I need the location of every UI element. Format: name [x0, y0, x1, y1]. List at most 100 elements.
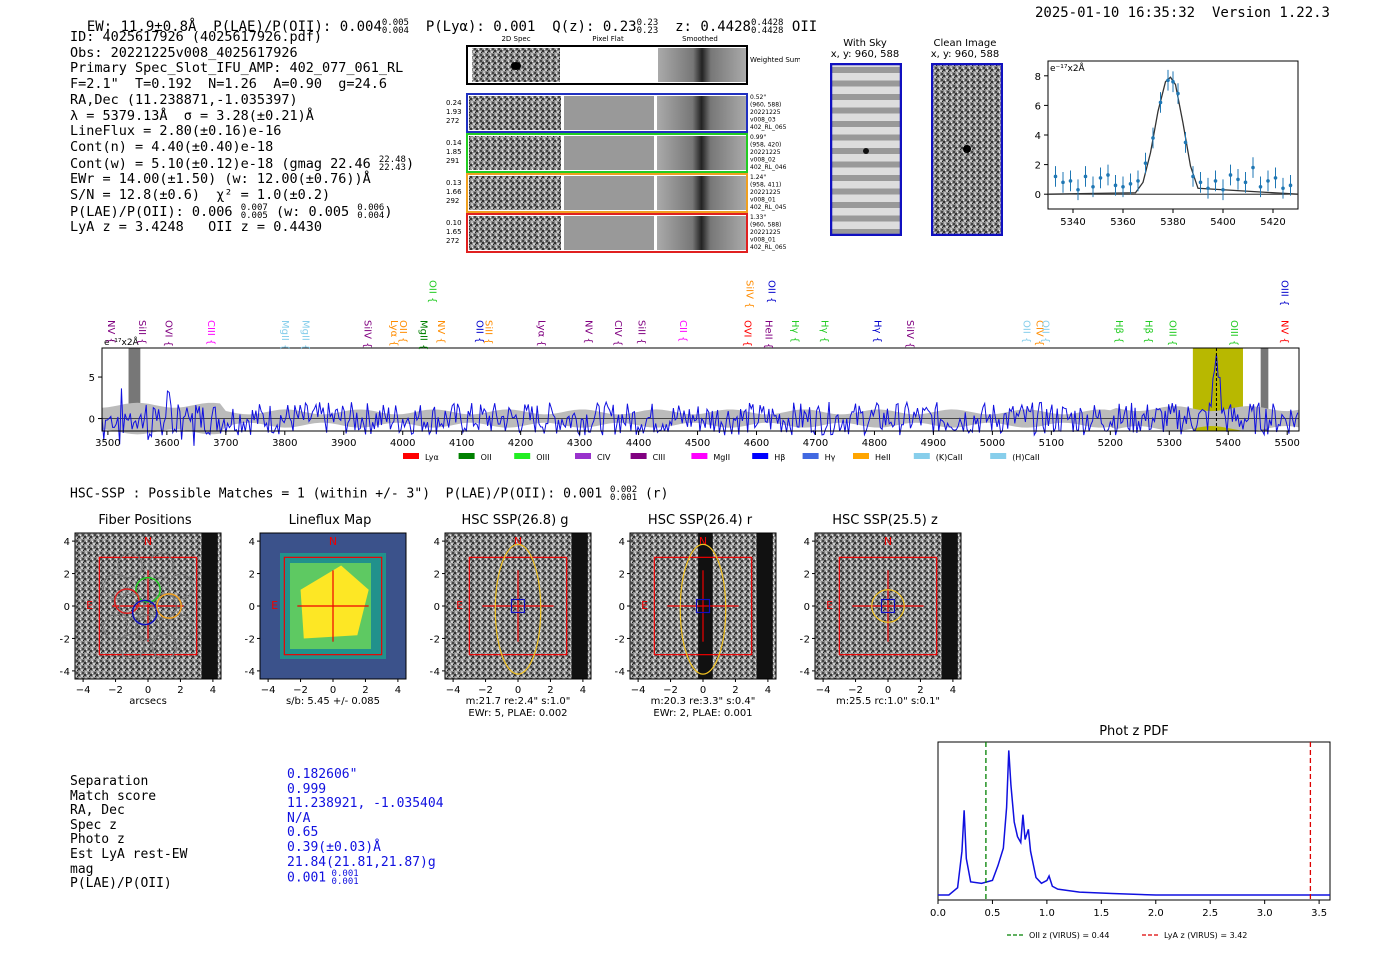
spectrum-line-label-text: CII {: [677, 320, 688, 342]
photz-frame: [937, 741, 1331, 901]
panel-ytick-label: 0: [64, 602, 70, 613]
spectrum-xtick-label: 3800: [272, 438, 297, 449]
fit-data-point: [1098, 176, 1103, 180]
cutout-flat: [564, 136, 654, 170]
info-sn: S/N = 12.8(±0.6) χ² = 1.0(±0.2): [70, 187, 331, 204]
panel-xtick-label: 0: [145, 685, 151, 696]
cutout-left-3: 292: [446, 197, 459, 205]
info-primary: Primary Spec_Slot_IFU_AMP: 402_077_061_R…: [70, 60, 404, 77]
aperture-box: [283, 556, 383, 656]
cutout-right-2: (960, 588): [750, 102, 781, 109]
spectrum-xtick-label: 4900: [921, 438, 946, 449]
timestamp-version: 2025-01-10 16:35:32 Version 1.22.3: [1035, 5, 1330, 21]
panel-xtick-label: −4: [261, 685, 276, 696]
legend-label: Lyα: [425, 453, 439, 462]
col-smoothed: Smoothed: [682, 35, 718, 43]
fit-xtick-label: 5340: [1060, 217, 1085, 228]
spectrum-xtick-label: 5500: [1274, 438, 1299, 449]
spectrum-line-label-text: OII {: [426, 280, 437, 303]
legend-swatch: [752, 453, 769, 459]
panel-xtick-label: 0: [330, 685, 336, 696]
panel-xtick-label: 4: [210, 685, 216, 696]
cutout-right-4: v008_03: [750, 117, 776, 124]
spectrum-line-label-text: OIII {: [1228, 320, 1239, 346]
cutout-right-5: 402_RL_065: [750, 244, 787, 251]
panel-xtick-label: 0: [515, 685, 521, 696]
spectrum-xtick-label: 4800: [862, 438, 887, 449]
panel-ytick-label: 2: [434, 570, 440, 581]
spectrum-line-label: OII {: [426, 280, 437, 303]
fiber-circle-used: [135, 576, 161, 603]
panel-xtick-label: 2: [362, 685, 368, 696]
sky-stripe: [830, 80, 902, 87]
spectrum-xtick-label: 5300: [1157, 438, 1182, 449]
photz-xtick-label: 1.0: [1039, 908, 1055, 919]
sky-stripe: [830, 94, 902, 100]
cutout-left-1: 0.13: [446, 179, 462, 187]
aperture-box: [468, 556, 568, 656]
spectrum-line-label: Lyα {: [535, 320, 546, 347]
compass-east: E: [826, 599, 833, 612]
spectrum-line-label-text: Hβ {: [1143, 320, 1154, 343]
panel-xtick-label: −4: [446, 685, 461, 696]
photz-pdf-line: [938, 750, 1330, 896]
spectrum-line-label-text: SiIV {: [904, 320, 915, 348]
timestamp: 2025-01-10 16:35:32: [1034, 5, 1196, 21]
spectrum-line-label: NV {: [1278, 320, 1289, 344]
panel-ytick-label: 4: [64, 537, 70, 548]
fiber-circle: [151, 633, 177, 660]
cutout-2d: [469, 216, 561, 250]
fit-xtick-label: 5420: [1260, 217, 1285, 228]
legend-swatch: [990, 453, 1007, 459]
fit-ytick-label: 2: [1035, 161, 1041, 172]
match-value: 0.182606": [287, 767, 358, 782]
spectrum-xtick-label: 5200: [1098, 438, 1123, 449]
cutout-right-5: 402_RL_046: [750, 164, 787, 171]
spectrum-line-label-text: SiII {: [636, 320, 647, 345]
spectrum-xtick-label: 4200: [508, 438, 533, 449]
spectrum-xtick-label: 4000: [390, 438, 415, 449]
fit-data-point: [1288, 183, 1293, 188]
fit-data-point: [1236, 177, 1240, 182]
panel-xtick-label: 4: [950, 685, 956, 696]
panel-ytick-label: −4: [615, 667, 625, 678]
fit-xtick-label: 5400: [1210, 217, 1235, 228]
panel-xtick-label: −4: [816, 685, 831, 696]
spectrum-ytick-label: 0: [89, 415, 95, 426]
fit-data-point: [1191, 174, 1195, 179]
spectrum-line-label-text: NV {: [1278, 320, 1289, 344]
fit-data-point: [1121, 185, 1125, 189]
cutout-right-2: (960, 588): [750, 222, 781, 229]
legend-label: CIV: [597, 453, 611, 462]
fit-data-point: [1176, 91, 1180, 96]
panel-xtick-label: −2: [108, 685, 123, 696]
spectrum-line-label: SiII {: [136, 320, 147, 345]
fit-data-point: [1068, 179, 1073, 183]
panel-xtick-label: −2: [663, 685, 678, 696]
legend-swatch: [913, 453, 930, 459]
header-plae-range: 0.005 0.004: [381, 18, 409, 36]
spectrum-xtick-label: 4400: [626, 438, 651, 449]
spectrum-line-label: NV {: [583, 320, 594, 344]
cutout-left-2: 1.66: [446, 188, 462, 196]
panel-title: HSC SSP(26.8) g: [461, 513, 569, 528]
match-key: Match score: [70, 788, 157, 804]
cutout-right-4: v008_02: [750, 157, 776, 164]
panel-xtick-label: −2: [478, 685, 493, 696]
photz-xtick-label: 2.0: [1148, 908, 1164, 919]
spectrum-line-label: NV {: [105, 320, 116, 344]
spectrum-line-label: CII {: [677, 320, 688, 342]
panel-xlabel: m:20.3 re:3.3" s:0.4": [651, 696, 756, 707]
fiber-circle: [167, 614, 194, 640]
match-key: Est LyA rest-EW: [70, 846, 188, 862]
spectrum-line-label-text: CIII {: [205, 320, 216, 345]
fit-data-point: [1258, 185, 1263, 189]
spectrum-xtick-label: 5100: [1039, 438, 1064, 449]
col-2d-spec: 2D Spec: [501, 35, 530, 43]
fit-ytick-label: 8: [1035, 72, 1041, 83]
fit-data-point: [1113, 183, 1118, 188]
spectrum-masked-region: [128, 348, 141, 431]
panel-xtick-label: −4: [76, 685, 91, 696]
cutout-flat: [564, 96, 654, 130]
cutout-smoothed: [657, 176, 746, 210]
